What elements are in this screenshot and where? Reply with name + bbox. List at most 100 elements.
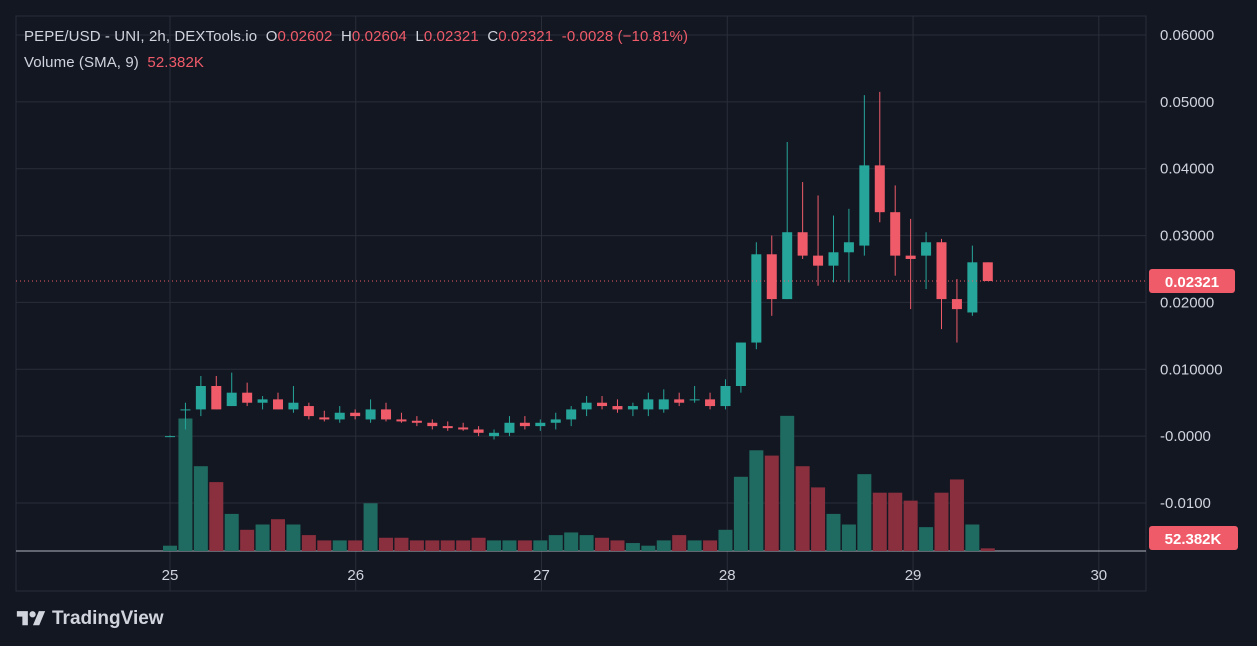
candle-body xyxy=(627,406,638,410)
volume-bar xyxy=(641,545,656,551)
volume-bar xyxy=(780,415,795,551)
candle-body xyxy=(705,399,716,407)
low-value: 0.02321 xyxy=(423,28,479,45)
candle-body xyxy=(365,409,376,420)
candle-body xyxy=(257,399,268,403)
volume-legend: Volume (SMA, 9) 52.382K xyxy=(24,54,204,71)
candle-body xyxy=(951,299,962,310)
x-tick-label: 28 xyxy=(719,567,736,584)
volume-bar xyxy=(733,476,748,551)
y-tick-label: -0.0100 xyxy=(1160,495,1211,512)
volume-bar xyxy=(764,455,779,551)
volume-bar xyxy=(409,540,424,551)
volume-bar xyxy=(178,418,193,551)
candle-body xyxy=(967,262,978,313)
candle-body xyxy=(766,254,777,300)
last-volume-tag xyxy=(1149,526,1238,550)
volume-bar xyxy=(363,503,378,551)
candle-body xyxy=(782,232,793,300)
ohlc-legend: PEPE/USD - UNI, 2h, DEXTools.io O0.02602… xyxy=(24,28,688,45)
volume-bar xyxy=(533,540,548,551)
candle-body xyxy=(411,420,422,423)
candle-body xyxy=(519,422,530,427)
volume-bar xyxy=(394,537,409,551)
volume-bar xyxy=(193,466,208,551)
candle-body xyxy=(720,386,731,407)
volume-bar xyxy=(903,500,918,551)
volume-bar xyxy=(811,487,826,551)
change-value: -0.0028 (−10.81%) xyxy=(561,28,689,45)
x-tick-label: 26 xyxy=(347,567,364,584)
volume-bar xyxy=(919,527,934,551)
low-label: L xyxy=(415,28,424,45)
last-volume-label: 52.382K xyxy=(1165,531,1222,548)
volume-bar xyxy=(286,524,301,551)
volume-bar xyxy=(224,513,239,551)
y-tick-label: 0.06000 xyxy=(1160,27,1214,44)
candle-body xyxy=(735,342,746,386)
volume-bar xyxy=(857,474,872,551)
candle-body xyxy=(211,386,222,410)
x-tick-label: 25 xyxy=(162,567,179,584)
volume-bar xyxy=(595,537,610,551)
volume-bar xyxy=(795,466,810,551)
volume-bar xyxy=(934,492,949,551)
candle-body xyxy=(550,419,561,423)
volume-bar xyxy=(471,537,486,551)
volume-bar xyxy=(332,540,347,551)
volume-bar xyxy=(888,492,903,551)
candle-body xyxy=(905,255,916,259)
volume-bar xyxy=(749,450,764,551)
candle-body xyxy=(797,232,808,256)
candle-body xyxy=(813,255,824,266)
x-tick-label: 27 xyxy=(533,567,550,584)
plot-frame xyxy=(15,15,1147,592)
candle-body xyxy=(643,399,654,410)
candle-body xyxy=(751,254,762,343)
candle-body xyxy=(303,406,314,417)
symbol-label: PEPE/USD - UNI, 2h, DEXTools.io xyxy=(24,28,258,45)
volume-value: 52.382K xyxy=(147,54,205,71)
candle-body xyxy=(658,399,669,410)
volume-bar xyxy=(656,540,671,551)
volume-bar xyxy=(579,535,594,551)
volume-bar xyxy=(564,532,579,551)
candle-body xyxy=(226,392,237,407)
volume-bar xyxy=(502,540,517,551)
volume-bar xyxy=(317,540,332,551)
volume-bar xyxy=(718,529,733,551)
candle-body xyxy=(890,212,901,256)
candle-body xyxy=(581,402,592,410)
open-value: 0.02602 xyxy=(277,28,333,45)
candle-body xyxy=(165,436,175,438)
candle-body xyxy=(273,399,284,410)
volume-bar xyxy=(949,479,964,551)
candle-body xyxy=(612,406,623,410)
volume-bar xyxy=(965,524,980,551)
candle-body xyxy=(381,409,392,420)
volume-bar xyxy=(348,540,363,551)
candle-body xyxy=(195,386,206,410)
tradingview-logo[interactable]: TradingView xyxy=(16,608,164,630)
y-tick-label: 0.05000 xyxy=(1160,94,1214,111)
volume-bar xyxy=(487,540,502,551)
volume-bar xyxy=(548,535,563,551)
close-label: C xyxy=(487,28,499,45)
volume-bar xyxy=(610,540,625,551)
candle-body xyxy=(473,429,484,433)
volume-bar xyxy=(240,529,255,551)
candle-body xyxy=(843,242,854,253)
candle-body xyxy=(350,412,361,417)
high-label: H xyxy=(340,28,352,45)
volume-bar xyxy=(841,524,856,551)
candle-body xyxy=(458,427,469,430)
volume-bar xyxy=(826,513,841,551)
candle-body xyxy=(489,432,500,437)
candle-body xyxy=(535,422,546,427)
volume-bar xyxy=(980,548,995,551)
x-tick-label: 29 xyxy=(905,567,922,584)
candle-body xyxy=(427,422,438,427)
volume-bar xyxy=(517,540,532,551)
candle-body xyxy=(936,242,947,300)
